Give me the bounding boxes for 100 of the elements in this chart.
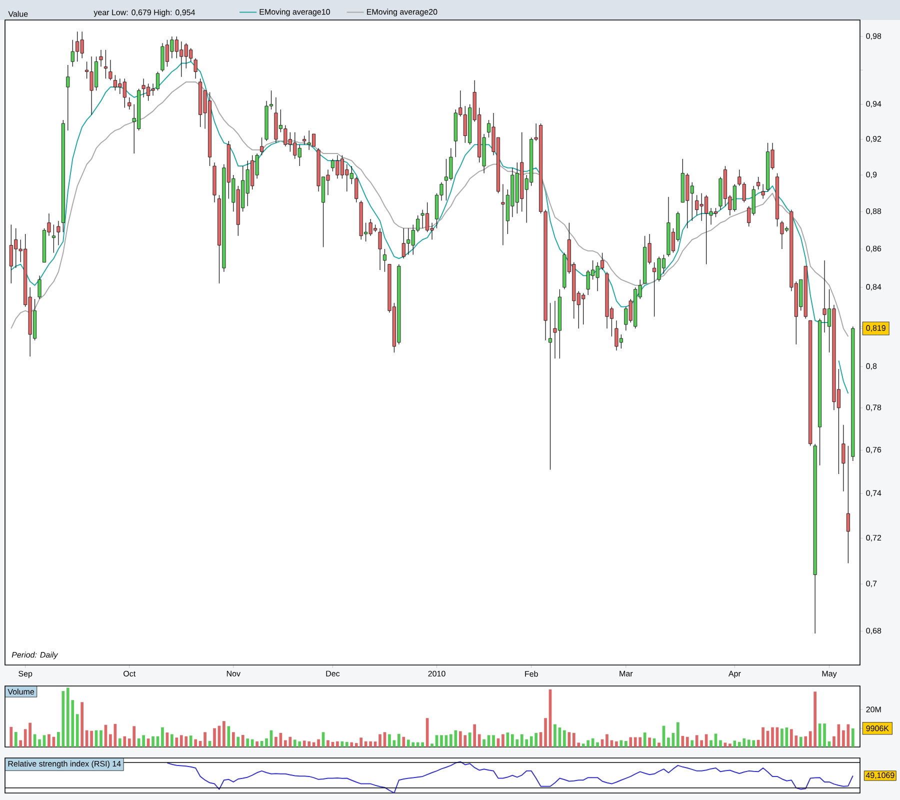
bar: [213, 728, 216, 747]
bar: [710, 740, 712, 747]
bar: [719, 740, 722, 747]
legend-label: EMoving average10: [260, 8, 330, 16]
bar: [690, 740, 694, 747]
bar: [189, 736, 192, 747]
bar: [554, 724, 556, 747]
bar: [724, 742, 727, 747]
x-tick-label: Mar: [620, 670, 633, 676]
bar: [222, 721, 226, 747]
candlestick: [66, 64, 70, 131]
bar: [369, 741, 372, 747]
bar: [175, 738, 178, 747]
candlestick: [260, 137, 264, 156]
bar: [643, 732, 646, 747]
bar: [100, 730, 102, 747]
bar: [274, 736, 278, 747]
x-tick-label: Apr: [728, 670, 741, 678]
x-tick-label: 2010: [428, 670, 446, 676]
candlestick: [842, 424, 846, 492]
bar: [33, 734, 36, 747]
bar: [123, 736, 126, 747]
bar: [676, 722, 680, 747]
candlestick: [108, 60, 112, 81]
y-tick-label: 20M: [866, 706, 881, 712]
x-tick-label: May: [822, 670, 837, 678]
bar: [256, 741, 258, 747]
bar: [686, 736, 689, 747]
bar: [733, 740, 736, 747]
y-tick-label: 0,7: [866, 580, 877, 588]
y-tick-label: 0,84: [866, 284, 882, 291]
bar: [780, 728, 784, 747]
bar: [48, 734, 50, 747]
bar: [57, 732, 60, 747]
bar: [658, 742, 660, 747]
candlestick: [99, 50, 103, 67]
bar: [398, 734, 400, 747]
y-tick-label: 0,94: [866, 100, 882, 108]
bar: [771, 727, 774, 747]
candlestick: [761, 184, 765, 199]
bar: [38, 739, 41, 747]
text: year Low: 0,679 High: 0,954: [94, 9, 196, 17]
bar: [482, 739, 486, 747]
bar: [681, 736, 684, 747]
bar: [842, 730, 845, 747]
bar: [10, 726, 13, 747]
bar: [704, 734, 708, 747]
bar: [624, 740, 628, 747]
y-tick-label: 0,98: [866, 33, 882, 40]
bar: [544, 718, 547, 747]
bar: [317, 739, 320, 747]
bar: [152, 736, 154, 747]
bar: [629, 737, 632, 747]
bar: [615, 741, 618, 747]
bar: [444, 735, 448, 747]
bar: [118, 738, 122, 747]
bar: [762, 727, 764, 747]
bar: [468, 732, 472, 747]
bar: [378, 734, 382, 747]
candlestick: [52, 224, 56, 254]
y-tick-label: 0,68: [866, 628, 882, 634]
x-tick-label: Feb: [525, 670, 538, 677]
bar: [502, 734, 504, 747]
bar: [232, 732, 235, 747]
bar: [596, 742, 599, 747]
legend-label: EMoving average20: [367, 8, 438, 16]
bar: [402, 736, 406, 747]
bar: [799, 736, 802, 747]
bar: [832, 736, 836, 747]
bar: [250, 739, 254, 747]
bar: [620, 740, 623, 747]
bar: [851, 728, 854, 747]
bar: [804, 736, 808, 747]
bar: [109, 734, 112, 747]
bar: [440, 735, 443, 747]
candlestick: [382, 248, 387, 272]
chart-title: Relative strength index (RSI) 14: [8, 760, 121, 768]
bar: [430, 744, 434, 747]
bar: [76, 714, 79, 747]
candlestick: [104, 50, 108, 79]
bar: [161, 727, 164, 747]
bar: [435, 735, 438, 747]
bar: [606, 734, 608, 747]
candlestick: [194, 58, 198, 79]
bar: [19, 740, 22, 747]
x-tick-label: Nov: [226, 670, 240, 676]
bar: [487, 735, 490, 747]
bar: [823, 724, 826, 747]
x-tick-label: Dec: [326, 670, 340, 676]
bar: [610, 740, 614, 747]
candlestick: [38, 275, 42, 300]
annotation: Period: Daily: [12, 652, 58, 660]
bar: [336, 741, 339, 747]
bar: [246, 738, 250, 747]
bar: [492, 735, 495, 747]
bar: [450, 734, 452, 747]
bar: [728, 744, 732, 747]
bar: [473, 724, 476, 747]
bar: [241, 734, 244, 747]
bar: [194, 739, 197, 747]
